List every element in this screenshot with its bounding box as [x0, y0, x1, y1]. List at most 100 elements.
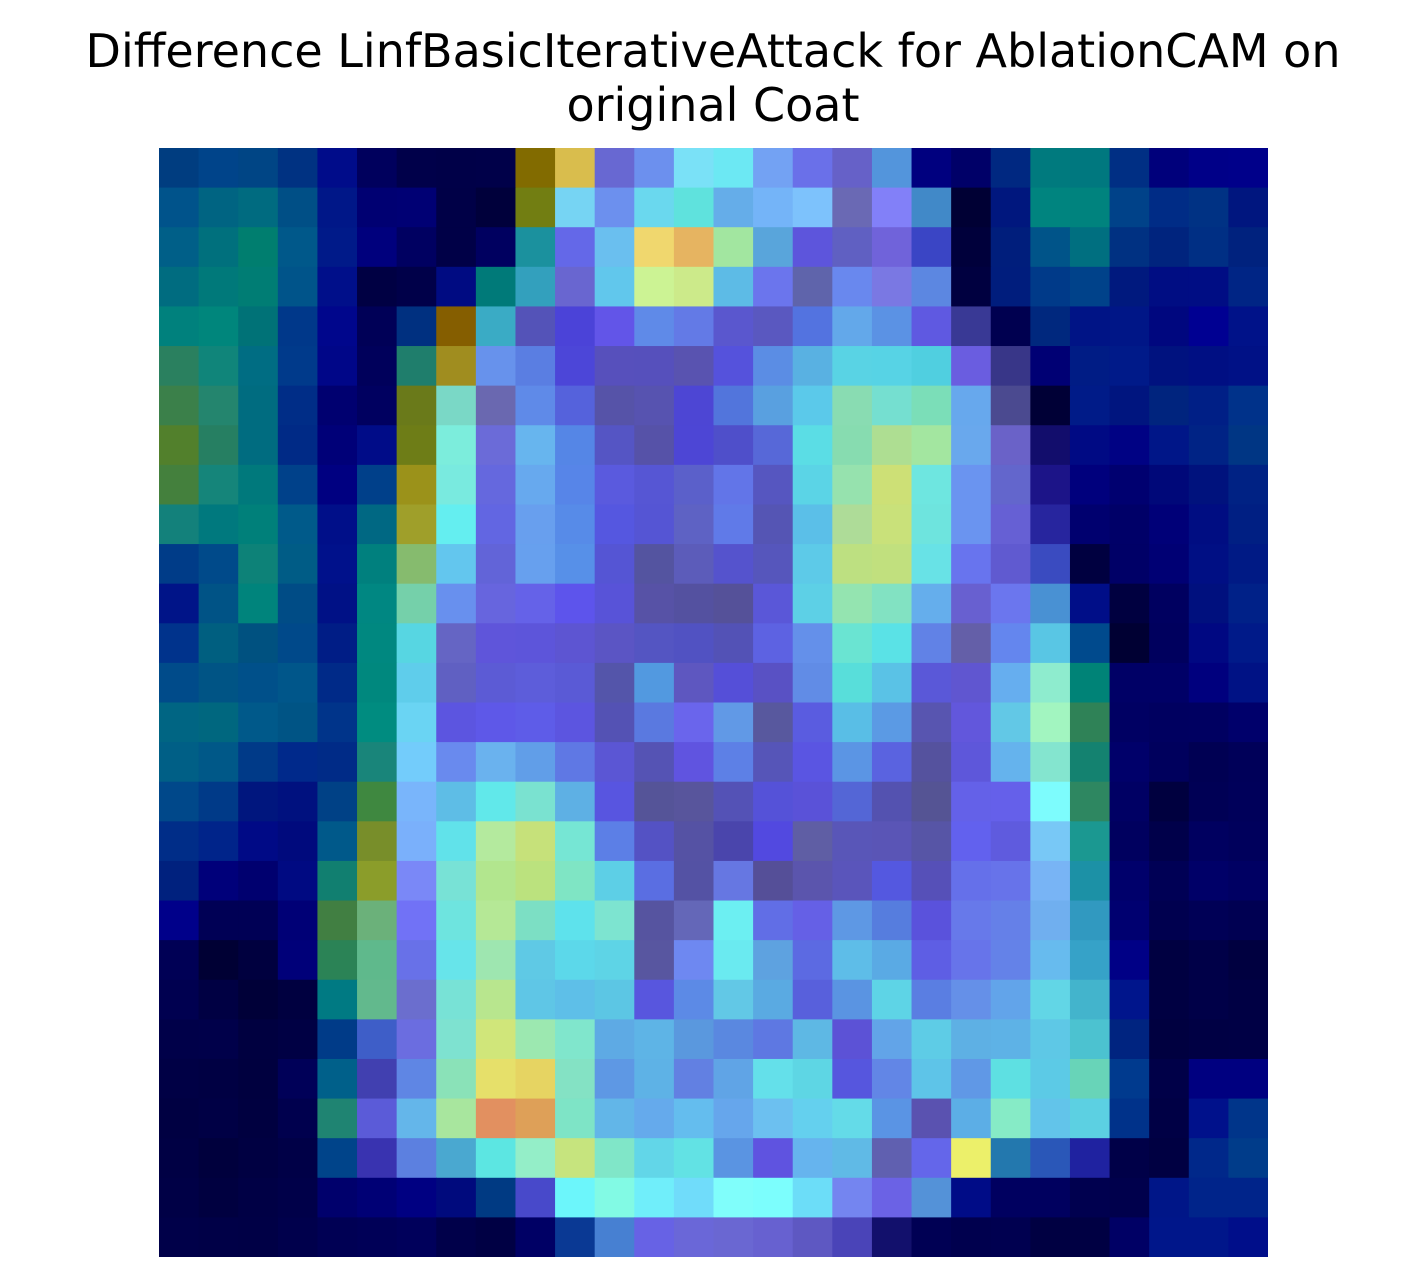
heatmap-cell-r11-c5 [357, 583, 398, 624]
heatmap-cell-r26-c11 [594, 1177, 635, 1218]
heatmap-cell-r17-c22 [1030, 821, 1071, 862]
heatmap-cell-r10-c8 [475, 544, 517, 585]
heatmap-cell-r15-c10 [555, 742, 596, 783]
heatmap-cell-r1-c2 [238, 187, 279, 228]
heatmap-cell-r5-c27 [1228, 346, 1268, 387]
heatmap-cell-r26-c2 [238, 1177, 279, 1218]
heatmap-cell-r5-c24 [1109, 346, 1150, 387]
heatmap-cell-r11-c20 [951, 583, 992, 624]
heatmap-cell-r25-c19 [911, 1138, 952, 1179]
heatmap-cell-r7-c6 [396, 425, 437, 466]
heatmap-cell-r11-c21 [990, 583, 1031, 624]
heatmap-cell-r9-c11 [594, 504, 635, 545]
heatmap-cell-r6-c17 [832, 385, 873, 426]
heatmap-cell-r1-c1 [198, 187, 239, 228]
heatmap-cell-r22-c27 [1228, 1019, 1268, 1060]
heatmap-cell-r23-c3 [277, 1058, 319, 1100]
heatmap-cell-r1-c3 [277, 187, 319, 228]
heatmap-cell-r2-c4 [317, 227, 358, 268]
heatmap-cell-r10-c12 [634, 544, 675, 585]
heatmap-cell-r1-c13 [673, 187, 715, 228]
heatmap-cell-r27-c9 [515, 1217, 556, 1257]
heatmap-cell-r27-c1 [198, 1217, 239, 1257]
heatmap-cell-r7-c23 [1069, 425, 1111, 466]
heatmap-cell-r21-c22 [1030, 979, 1071, 1020]
heatmap-cell-r17-c25 [1149, 821, 1190, 862]
heatmap-cell-r17-c26 [1188, 821, 1229, 862]
heatmap-cell-r2-c6 [396, 227, 437, 268]
heatmap-cell-r23-c27 [1228, 1058, 1268, 1100]
heatmap-cell-r8-c8 [475, 464, 517, 506]
heatmap-cell-r24-c14 [713, 1098, 754, 1139]
heatmap-cell-r15-c20 [951, 742, 992, 783]
heatmap-cell-r8-c12 [634, 464, 675, 506]
heatmap-cell-r4-c7 [436, 306, 477, 347]
heatmap-cell-r19-c23 [1069, 900, 1111, 941]
heatmap-cell-r17-c3 [277, 821, 319, 862]
heatmap-cell-r8-c7 [436, 464, 477, 506]
heatmap-cell-r17-c0 [159, 821, 200, 862]
heatmap-cell-r19-c26 [1188, 900, 1229, 941]
heatmap-cell-r5-c14 [713, 346, 754, 387]
heatmap-cell-r4-c16 [792, 306, 833, 347]
heatmap-cell-r22-c23 [1069, 1019, 1111, 1060]
heatmap-cell-r2-c10 [555, 227, 596, 268]
heatmap-cell-r11-c9 [515, 583, 556, 624]
heatmap-cell-r21-c14 [713, 979, 754, 1020]
heatmap-cell-r17-c17 [832, 821, 873, 862]
heatmap-cell-r14-c20 [951, 702, 992, 743]
heatmap-cell-r3-c27 [1228, 266, 1268, 308]
heatmap-cell-r16-c5 [357, 781, 398, 822]
heatmap-cell-r19-c16 [792, 900, 833, 941]
heatmap-cell-r27-c22 [1030, 1217, 1071, 1257]
heatmap-cell-r6-c15 [753, 385, 794, 426]
heatmap-cell-r16-c0 [159, 781, 200, 822]
heatmap-cell-r12-c5 [357, 623, 398, 664]
heatmap-cell-r2-c19 [911, 227, 952, 268]
heatmap-cell-r3-c21 [990, 266, 1031, 308]
heatmap-cell-r15-c0 [159, 742, 200, 783]
heatmap-cell-r25-c2 [238, 1138, 279, 1179]
heatmap-cell-r11-c26 [1188, 583, 1229, 624]
heatmap-cell-r26-c15 [753, 1177, 794, 1218]
heatmap-cell-r17-c16 [792, 821, 833, 862]
heatmap-cell-r13-c18 [871, 662, 913, 704]
heatmap-cell-r4-c19 [911, 306, 952, 347]
heatmap-cell-r15-c1 [198, 742, 239, 783]
heatmap-cell-r20-c6 [396, 940, 437, 981]
heatmap-cell-r1-c23 [1069, 187, 1111, 228]
heatmap-cell-r14-c9 [515, 702, 556, 743]
heatmap-cell-r22-c4 [317, 1019, 358, 1060]
heatmap-cell-r2-c15 [753, 227, 794, 268]
heatmap-cell-r26-c24 [1109, 1177, 1150, 1218]
heatmap-cell-r10-c26 [1188, 544, 1229, 585]
heatmap-cell-r21-c7 [436, 979, 477, 1020]
heatmap-cell-r17-c18 [871, 821, 913, 862]
heatmap-cell-r9-c7 [436, 504, 477, 545]
heatmap-cell-r23-c8 [475, 1058, 517, 1100]
heatmap-cell-r21-c3 [277, 979, 319, 1020]
heatmap-cell-r1-c22 [1030, 187, 1071, 228]
heatmap-cell-r24-c24 [1109, 1098, 1150, 1139]
heatmap-cell-r14-c11 [594, 702, 635, 743]
heatmap-cell-r16-c6 [396, 781, 437, 822]
heatmap-cell-r11-c25 [1149, 583, 1190, 624]
heatmap-cell-r6-c24 [1109, 385, 1150, 426]
heatmap-cell-r15-c26 [1188, 742, 1229, 783]
heatmap-cell-r12-c25 [1149, 623, 1190, 664]
heatmap-cell-r9-c16 [792, 504, 833, 545]
heatmap-cell-r15-c11 [594, 742, 635, 783]
heatmap-cell-r19-c3 [277, 900, 319, 941]
heatmap-cell-r17-c24 [1109, 821, 1150, 862]
heatmap-cell-r6-c2 [238, 385, 279, 426]
heatmap-cell-r4-c5 [357, 306, 398, 347]
heatmap-cell-r1-c25 [1149, 187, 1190, 228]
heatmap-cell-r15-c19 [911, 742, 952, 783]
heatmap-cell-r27-c18 [871, 1217, 913, 1257]
heatmap-cell-r0-c15 [753, 148, 794, 189]
heatmap-cell-r5-c8 [475, 346, 517, 387]
heatmap-cell-r16-c14 [713, 781, 754, 822]
heatmap-cell-r16-c7 [436, 781, 477, 822]
heatmap-cell-r9-c8 [475, 504, 517, 545]
heatmap-cell-r14-c22 [1030, 702, 1071, 743]
